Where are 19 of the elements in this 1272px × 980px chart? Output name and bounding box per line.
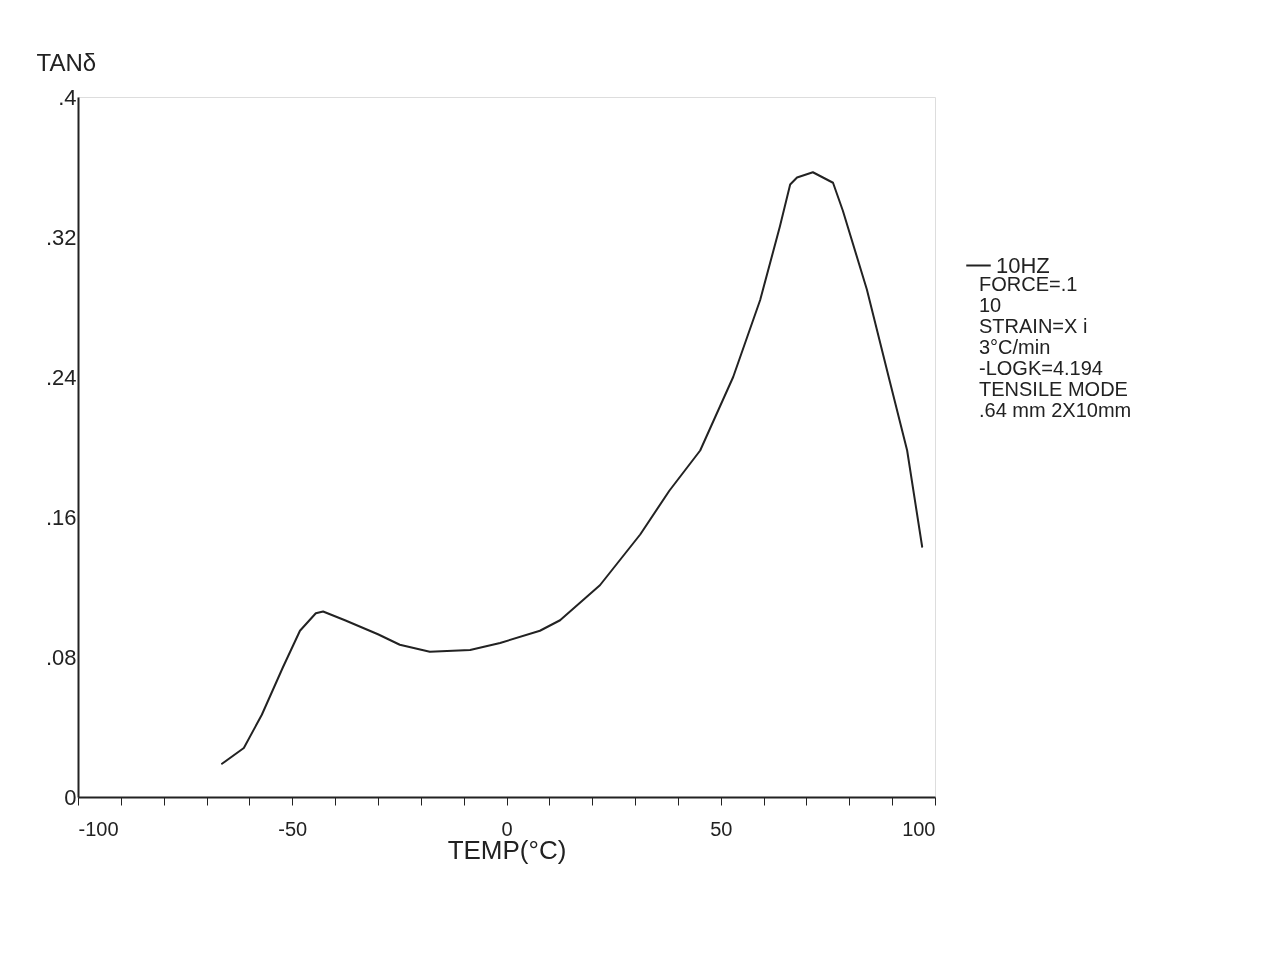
y-tick-label: .32	[45, 224, 77, 250]
text: STRAIN=X i	[979, 315, 1088, 337]
text: .64 mm 2X10mm	[979, 399, 1132, 421]
y-tick-label: .24	[45, 364, 77, 390]
text: 3°C/min	[979, 336, 1051, 358]
x-tick-label: 100	[902, 817, 936, 840]
line-series	[220, 171, 924, 765]
text: 10	[979, 294, 1002, 316]
y-tick-label: .08	[45, 644, 77, 670]
y-tick-label: .4	[58, 84, 77, 110]
x-tick-label: -50	[278, 817, 308, 840]
x-tick-label: 0	[501, 817, 513, 840]
y-tick-label: 0	[64, 784, 77, 810]
x-tick-label: 50	[710, 817, 733, 840]
y-tick-label: .16	[45, 504, 77, 530]
text: TENSILE MODE	[979, 378, 1128, 400]
y-axis-title: TANδ	[36, 48, 97, 76]
text: -LOGK=4.194	[979, 357, 1103, 379]
x-tick-label: -100	[78, 817, 119, 840]
